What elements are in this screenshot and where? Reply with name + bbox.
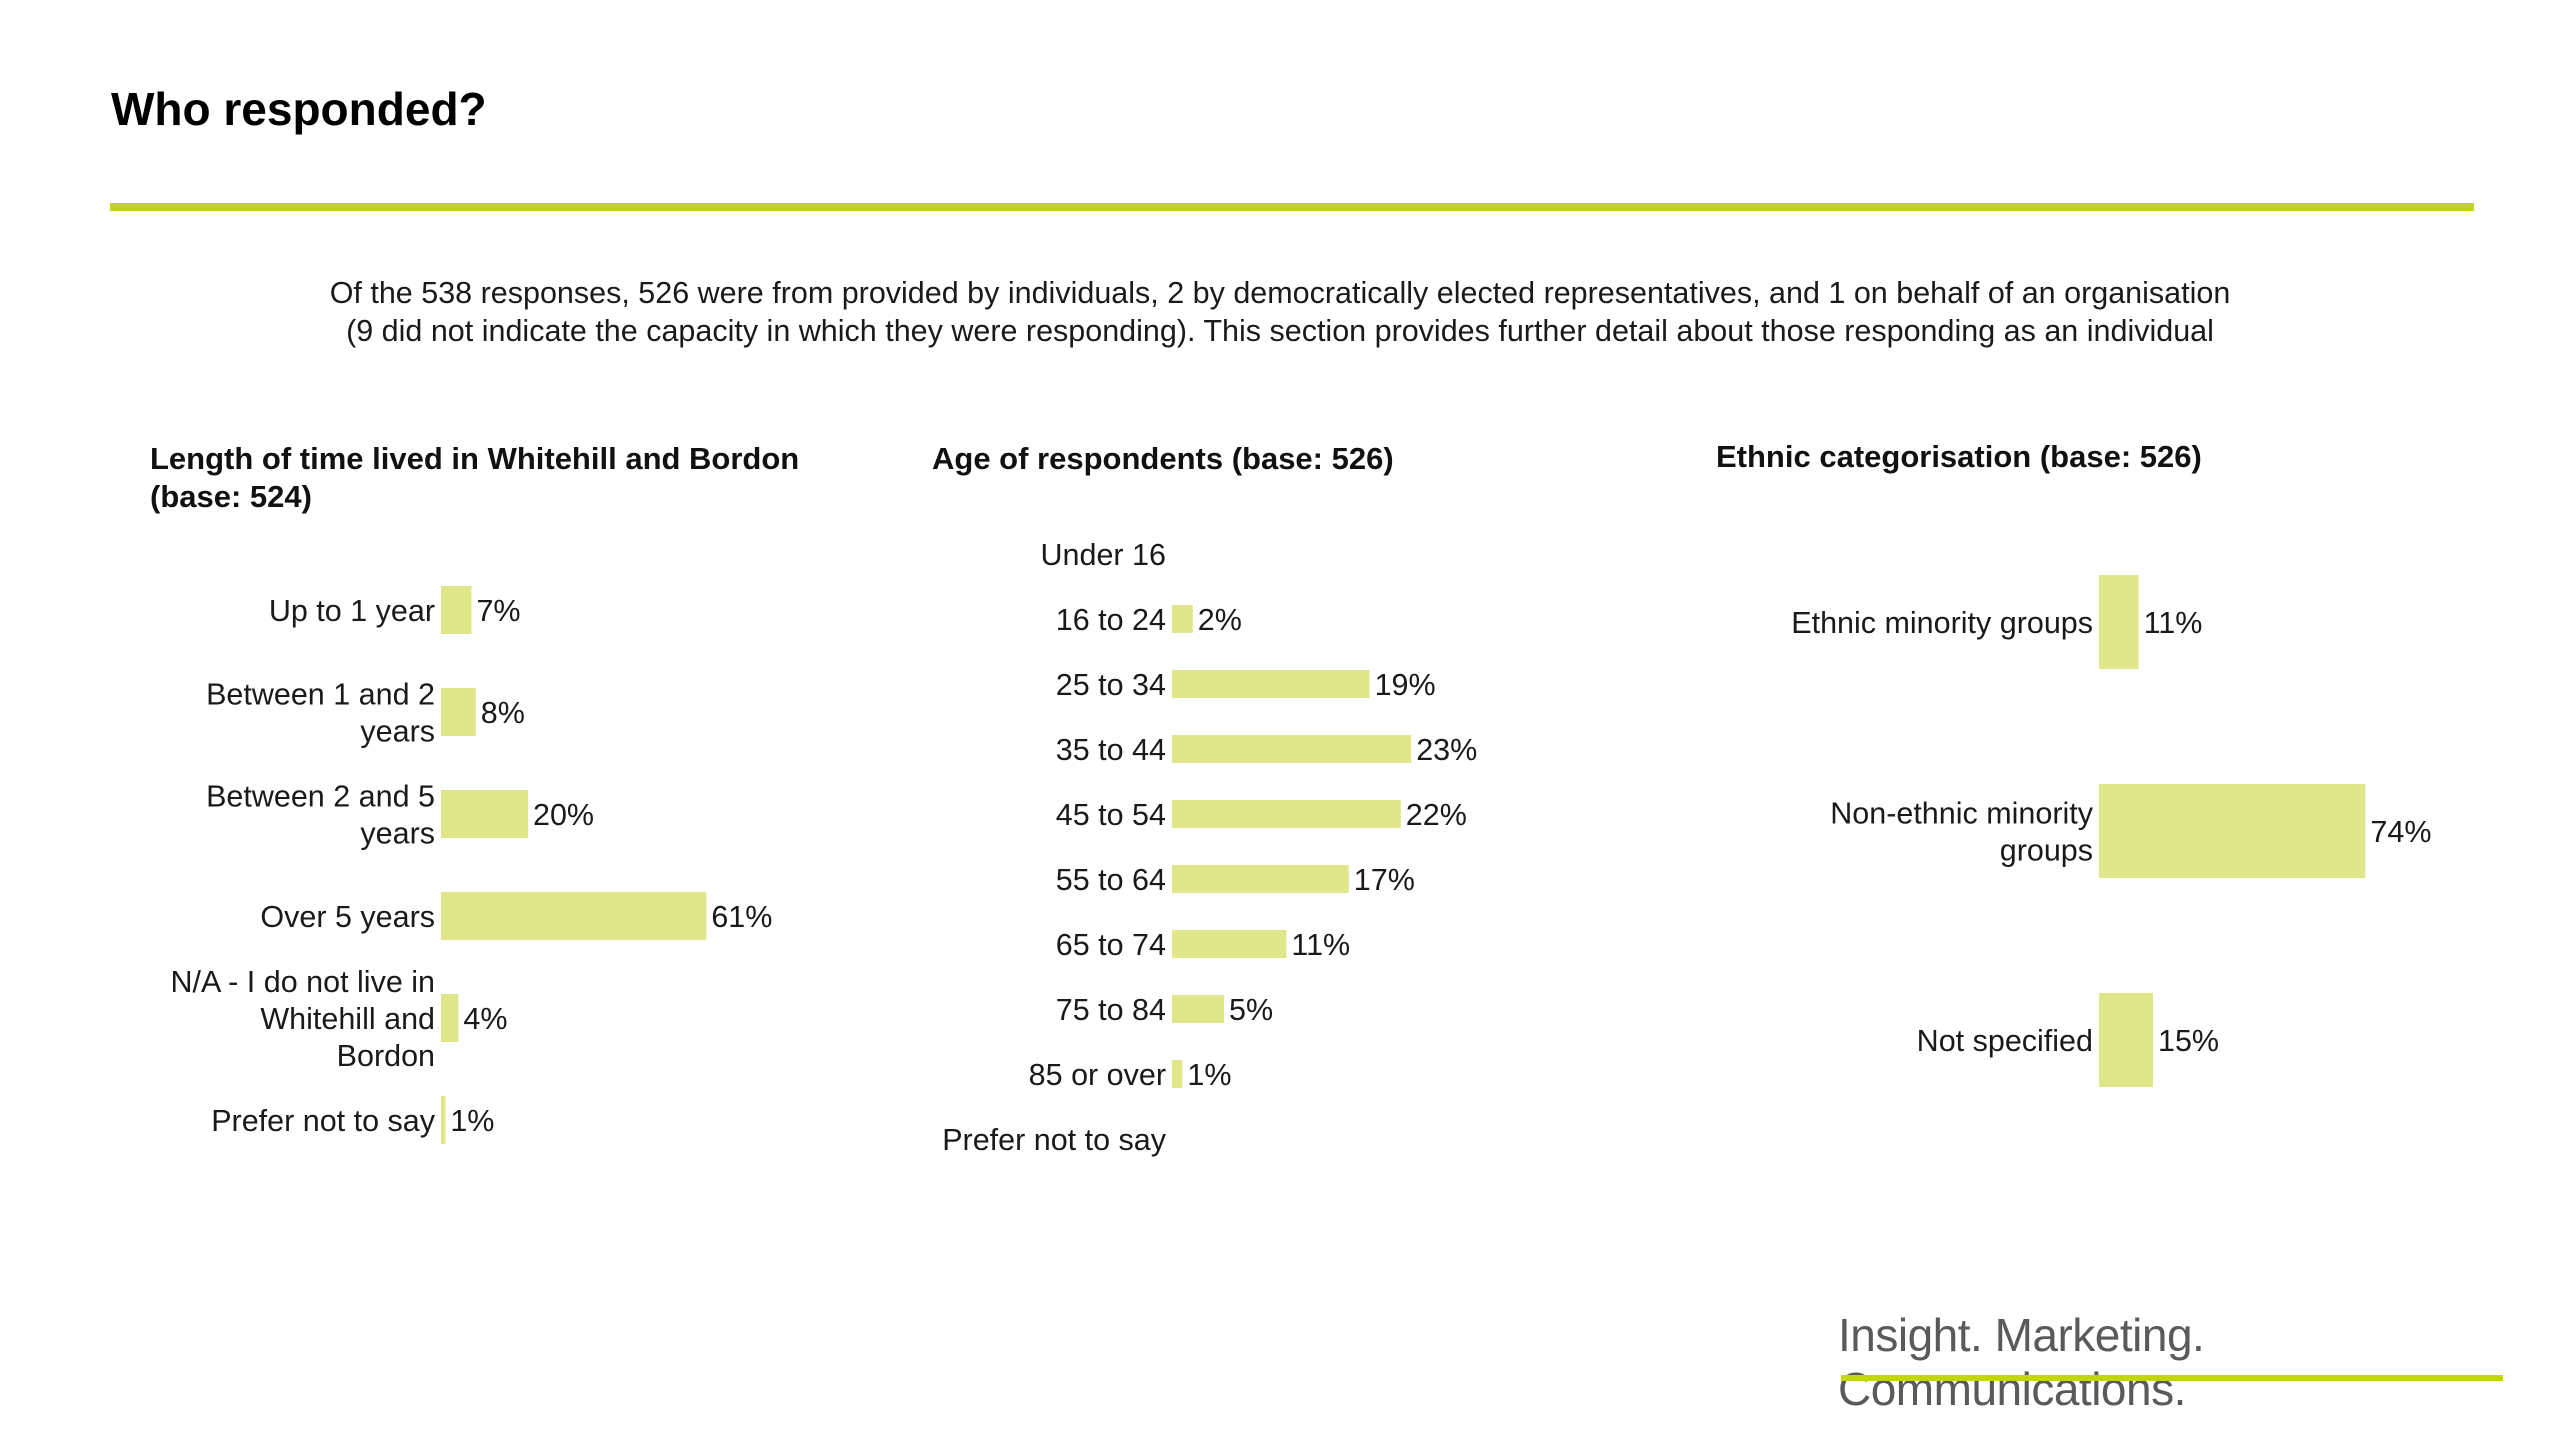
intro-text: Of the 538 responses, 526 were from prov… — [150, 274, 2410, 350]
data-label: 17% — [1354, 863, 1415, 897]
intro-line-2: (9 did not indicate the capacity in whic… — [346, 314, 2214, 348]
title-divider — [110, 203, 2474, 211]
category-label: 55 to 64 — [1056, 863, 1166, 897]
category-label: 35 to 44 — [1056, 733, 1166, 767]
category-label: Whitehill and — [260, 1002, 435, 1036]
bar — [441, 994, 459, 1042]
bar — [441, 892, 707, 940]
bar — [1172, 1060, 1183, 1088]
data-label: 7% — [476, 594, 520, 628]
category-label: Ethnic minority groups — [1791, 606, 2093, 640]
category-label: Prefer not to say — [211, 1104, 436, 1138]
category-label: 65 to 74 — [1056, 928, 1166, 962]
category-label: Bordon — [337, 1039, 435, 1073]
data-label: 15% — [2158, 1024, 2219, 1058]
category-label: 85 or over — [1029, 1058, 1166, 1092]
bar — [1172, 735, 1412, 763]
bar — [1172, 865, 1349, 893]
data-label: 22% — [1406, 798, 1467, 832]
bar — [441, 1096, 446, 1144]
category-label: groups — [2000, 834, 2093, 868]
category-label: years — [360, 715, 435, 749]
bar — [2099, 575, 2139, 669]
category-label: 16 to 24 — [1056, 603, 1166, 637]
chart-1-title: Length of time lived in Whitehill and Bo… — [150, 440, 799, 516]
data-label: 1% — [450, 1104, 494, 1138]
category-label: Under 16 — [1041, 538, 1166, 572]
footer-tagline: Insight. Marketing. Communications. — [1838, 1309, 2205, 1415]
bar — [441, 688, 476, 736]
data-label: 2% — [1198, 603, 1242, 637]
category-label: Between 1 and 2 — [206, 678, 435, 712]
chart-2-title: Age of respondents (base: 526) — [932, 441, 1394, 476]
bar — [2099, 993, 2153, 1087]
data-label: 20% — [533, 798, 594, 832]
data-label: 19% — [1375, 668, 1436, 702]
data-label: 74% — [2370, 815, 2431, 849]
category-label: 75 to 84 — [1056, 993, 1166, 1027]
data-label: 8% — [481, 696, 525, 730]
data-label: 11% — [1291, 928, 1350, 962]
data-label: 23% — [1416, 733, 1477, 767]
bar — [1172, 995, 1224, 1023]
category-label: Prefer not to say — [942, 1123, 1167, 1157]
bar — [1172, 800, 1401, 828]
bar — [441, 586, 472, 634]
category-label: N/A - I do not live in — [171, 965, 435, 999]
category-label: Not specified — [1917, 1024, 2093, 1058]
category-label: Non-ethnic minority — [1830, 797, 2093, 831]
chart-3-title: Ethnic categorisation (base: 526) — [1716, 439, 2202, 474]
footer-divider — [1841, 1375, 2503, 1381]
bar — [1172, 670, 1370, 698]
page-title: Who responded? — [111, 83, 487, 135]
bar — [441, 790, 528, 838]
data-label: 61% — [711, 900, 772, 934]
chart-1-title-line-2: (base: 524) — [150, 479, 312, 514]
bar — [2099, 784, 2366, 878]
intro-line-1: Of the 538 responses, 526 were from prov… — [329, 276, 2231, 310]
chart-1-title-line-1: Length of time lived in Whitehill and Bo… — [150, 441, 800, 476]
category-label: years — [360, 817, 435, 851]
bar — [1172, 930, 1287, 958]
data-label: 1% — [1187, 1058, 1231, 1092]
data-label: 5% — [1229, 993, 1273, 1027]
category-label: 25 to 34 — [1056, 668, 1166, 702]
category-label: 45 to 54 — [1056, 798, 1166, 832]
category-label: Up to 1 year — [269, 594, 435, 628]
data-label: 4% — [463, 1002, 507, 1036]
bar — [1172, 605, 1193, 633]
category-label: Between 2 and 5 — [206, 780, 435, 814]
data-label: 11% — [2144, 606, 2203, 640]
category-label: Over 5 years — [260, 900, 435, 934]
